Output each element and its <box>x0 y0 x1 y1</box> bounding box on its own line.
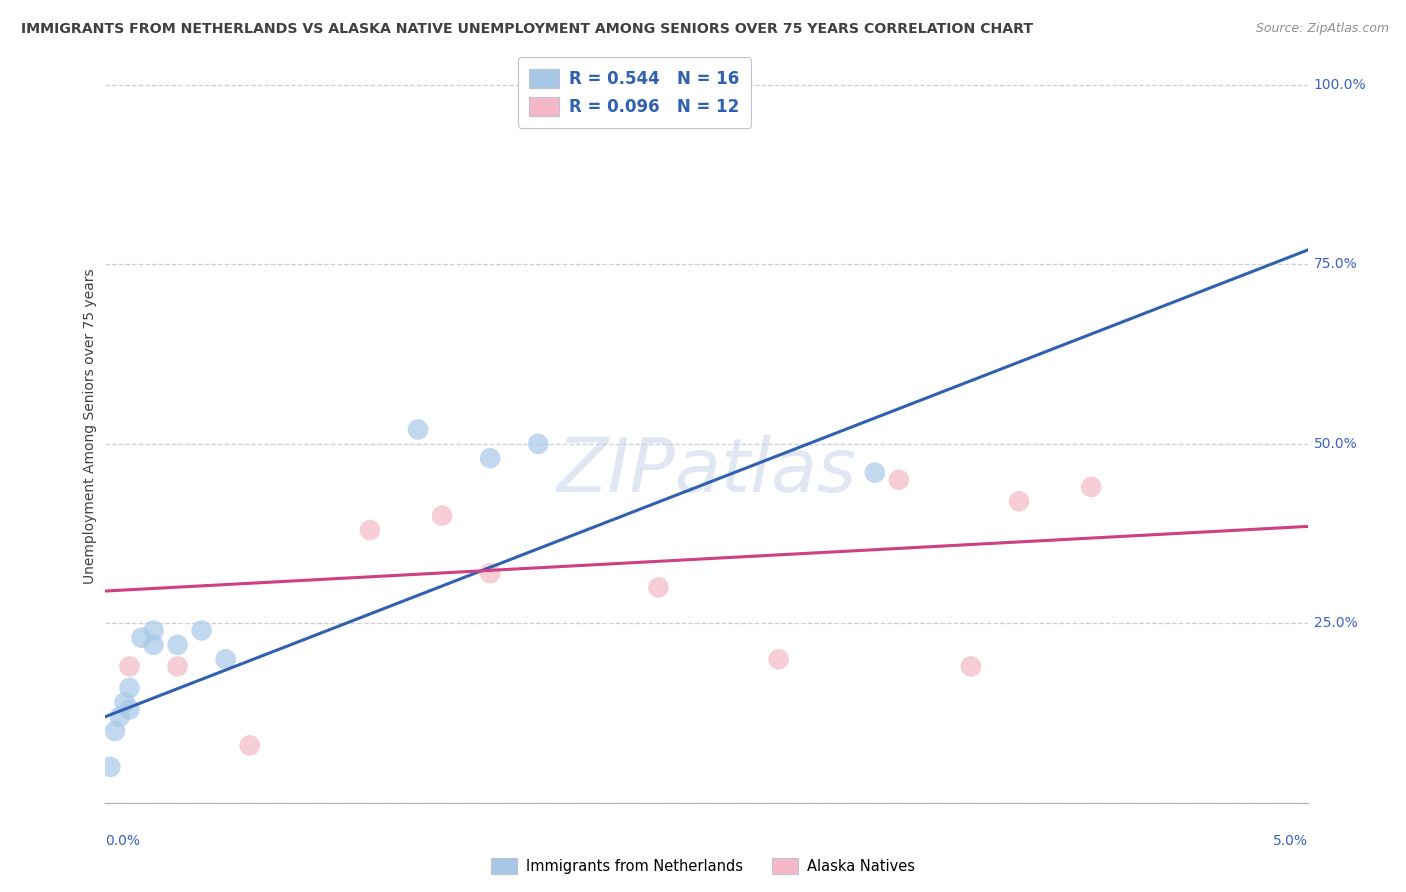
Point <box>1008 494 1031 508</box>
Point <box>863 466 886 480</box>
Text: Source: ZipAtlas.com: Source: ZipAtlas.com <box>1256 22 1389 36</box>
Point <box>104 724 127 739</box>
Text: 100.0%: 100.0% <box>1313 78 1367 92</box>
Text: 75.0%: 75.0% <box>1313 258 1357 271</box>
Point <box>479 451 502 466</box>
Point <box>887 473 910 487</box>
Text: ZIPatlas: ZIPatlas <box>557 435 856 508</box>
Point <box>190 624 212 638</box>
Point <box>647 581 669 595</box>
Point <box>166 659 188 673</box>
Point <box>430 508 453 523</box>
Text: IMMIGRANTS FROM NETHERLANDS VS ALASKA NATIVE UNEMPLOYMENT AMONG SENIORS OVER 75 : IMMIGRANTS FROM NETHERLANDS VS ALASKA NA… <box>21 22 1033 37</box>
Point <box>98 760 121 774</box>
Text: 50.0%: 50.0% <box>1313 437 1357 450</box>
Point <box>960 659 983 673</box>
Point <box>118 702 141 716</box>
Legend: R = 0.544   N = 16, R = 0.096   N = 12: R = 0.544 N = 16, R = 0.096 N = 12 <box>517 57 751 128</box>
Point <box>479 566 502 580</box>
Point <box>406 423 429 437</box>
Point <box>527 437 550 451</box>
Point <box>114 695 136 709</box>
Point <box>118 659 141 673</box>
Point <box>166 638 188 652</box>
Point <box>118 681 141 695</box>
Point <box>239 739 262 753</box>
Point <box>768 652 790 666</box>
Y-axis label: Unemployment Among Seniors over 75 years: Unemployment Among Seniors over 75 years <box>83 268 97 583</box>
Point <box>142 624 165 638</box>
Point <box>108 709 131 723</box>
Point <box>142 638 165 652</box>
Text: 5.0%: 5.0% <box>1272 834 1308 848</box>
Text: 0.0%: 0.0% <box>105 834 141 848</box>
Point <box>359 523 381 537</box>
Text: 25.0%: 25.0% <box>1313 616 1357 631</box>
Point <box>131 631 153 645</box>
Point <box>214 652 236 666</box>
Point <box>1080 480 1102 494</box>
Legend: Immigrants from Netherlands, Alaska Natives: Immigrants from Netherlands, Alaska Nati… <box>485 852 921 880</box>
